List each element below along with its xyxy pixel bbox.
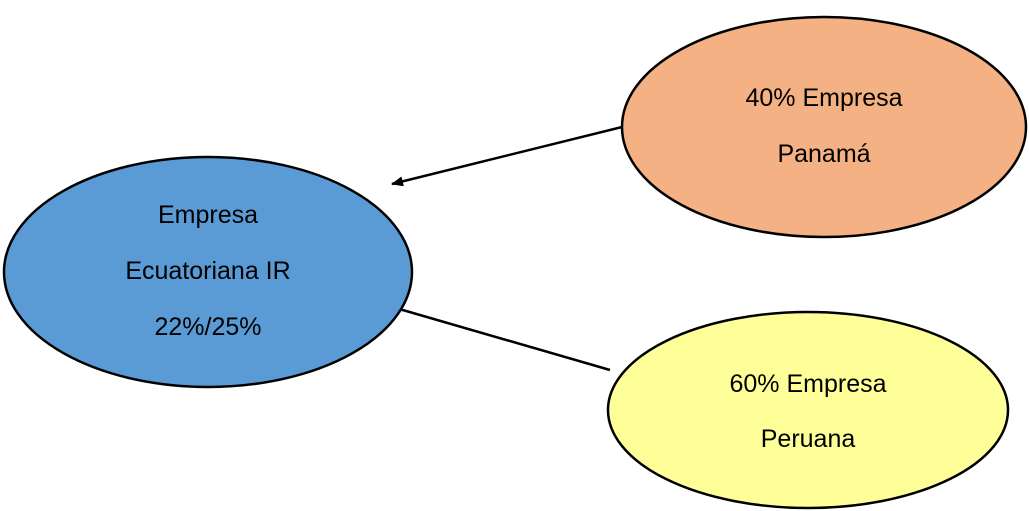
- node-ecuador-ellipse: [2, 155, 414, 389]
- node-panama: 40% Empresa Panamá: [620, 15, 1028, 239]
- node-peru-label-1: 60% Empresa: [729, 370, 886, 398]
- node-ecuador: Empresa Ecuatoriana IR 22%/25%: [2, 155, 414, 389]
- arrow-peru-to-ecuador: [381, 302, 611, 372]
- node-panama-label-1: 40% Empresa: [745, 84, 902, 112]
- node-peru-ellipse: [606, 310, 1010, 510]
- node-peru: 60% Empresa Peruana: [606, 310, 1010, 510]
- node-peru-label-2: Peruana: [761, 425, 856, 453]
- arrow-panama-to-ecuador: [391, 125, 623, 187]
- node-ecuador-label-3: 22%/25%: [154, 313, 261, 341]
- node-ecuador-label-1: Empresa: [158, 201, 258, 229]
- node-panama-ellipse: [620, 15, 1028, 239]
- node-panama-label-2: Panamá: [777, 140, 870, 168]
- node-ecuador-label-2: Ecuatoriana IR: [125, 257, 290, 285]
- edges: [381, 125, 623, 372]
